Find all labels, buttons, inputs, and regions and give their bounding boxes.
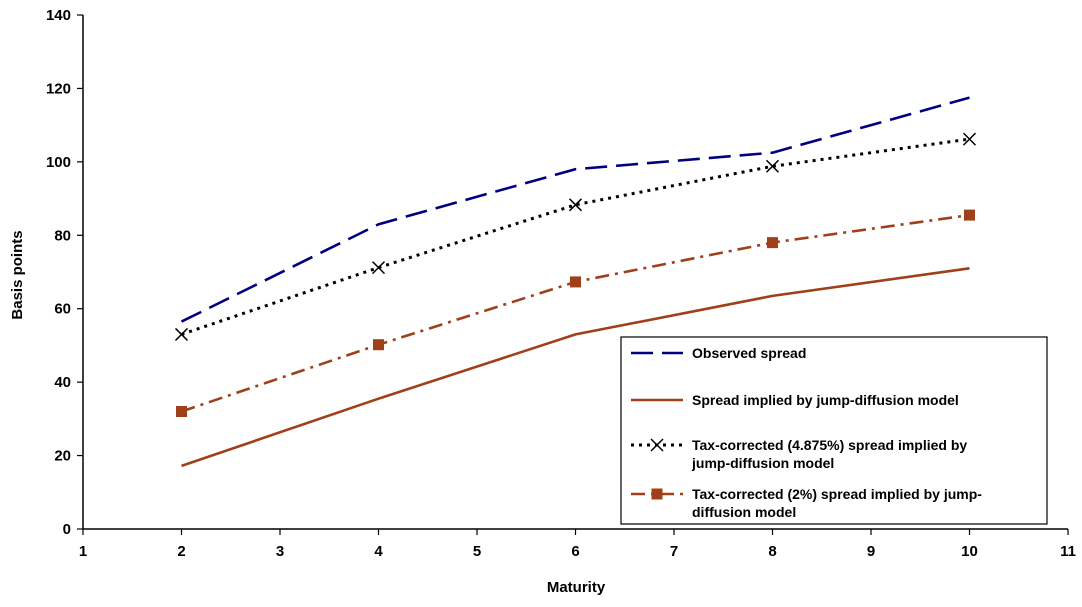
legend-item-2: Spread implied by jump-diffusion model <box>631 392 959 408</box>
x-tick-label: 7 <box>670 543 678 560</box>
series-3-point <box>568 198 583 212</box>
legend-marker <box>651 488 663 500</box>
y-tick-label: 20 <box>54 448 71 465</box>
series-3-point <box>371 261 386 275</box>
x-tick-label: 5 <box>473 543 481 560</box>
series-layer <box>174 96 977 468</box>
x-tick-label: 2 <box>177 543 185 560</box>
y-tick-label: 100 <box>46 154 71 171</box>
series-3-point <box>174 327 189 341</box>
legend-item-1: Observed spread <box>631 345 806 361</box>
series-3-point <box>962 132 977 146</box>
series-1 <box>180 96 970 323</box>
series-3-line <box>181 137 970 336</box>
series-4-point <box>176 406 187 418</box>
legend-label: Spread implied by jump-diffusion model <box>692 392 959 408</box>
series-2-line <box>181 267 970 468</box>
x-tick-label: 4 <box>374 543 383 560</box>
series-2 <box>181 267 970 468</box>
y-tick-label: 140 <box>46 7 71 24</box>
y-tick-label: 80 <box>54 227 71 244</box>
y-axis-title: Basis points <box>9 230 26 319</box>
series-4-point <box>373 339 384 351</box>
legend-box <box>620 336 1048 525</box>
legend: Observed spread Spread implied by jump-di… <box>620 336 1048 525</box>
legend-label: jump-diffusion model <box>691 455 834 471</box>
series-4-point <box>964 209 975 221</box>
legend-marker <box>650 438 664 452</box>
x-tick-label: 9 <box>867 543 875 560</box>
series-4-point <box>767 237 778 249</box>
y-tick-label: 120 <box>46 80 71 97</box>
x-tick-label: 10 <box>961 543 978 560</box>
x-tick-label: 8 <box>768 543 776 560</box>
axes: 0 20 40 60 80 100 120 140 1 2 3 4 5 6 7 8 9 10 11 <box>46 7 1076 560</box>
series-3-point <box>765 159 780 173</box>
series-4-point <box>570 276 581 288</box>
y-tick-label: 40 <box>54 374 71 391</box>
x-tick-label: 6 <box>571 543 579 560</box>
legend-label: Observed spread <box>692 345 806 361</box>
series-1-line <box>180 96 970 323</box>
x-axis-title: Maturity <box>547 579 606 596</box>
x-tick-label: 1 <box>79 543 87 560</box>
series-3 <box>174 132 977 341</box>
x-tick-label: 11 <box>1060 543 1076 560</box>
x-tick-label: 3 <box>276 543 284 560</box>
legend-label: Tax-corrected (2%) spread implied by jum… <box>692 486 982 502</box>
y-tick-label: 0 <box>63 521 71 538</box>
legend-label: diffusion model <box>692 504 796 520</box>
legend-item-4: Tax-corrected (2%) spread implied by jum… <box>631 486 982 520</box>
legend-item-3: Tax-corrected (4.875%) spread implied by… <box>631 437 967 471</box>
legend-label: Tax-corrected (4.875%) spread implied by <box>692 437 967 453</box>
series-4 <box>176 209 975 418</box>
y-tick-label: 60 <box>54 301 71 318</box>
